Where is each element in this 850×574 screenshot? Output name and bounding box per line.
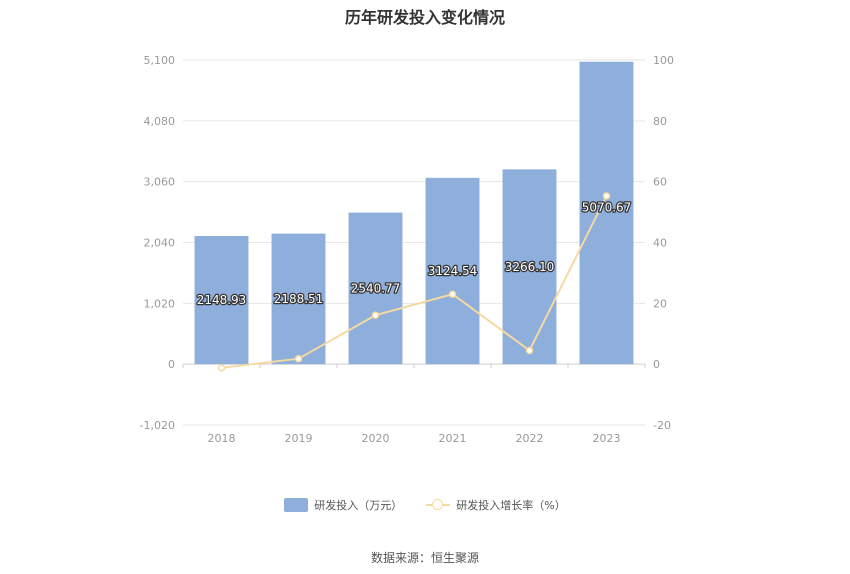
- x-tick-label: 2019: [285, 432, 313, 445]
- legend-bar-swatch: [284, 498, 309, 512]
- x-tick-label: 2018: [208, 432, 236, 445]
- y-left-tick-label: 4,080: [144, 115, 176, 128]
- y-left-tick-label: -1,020: [140, 419, 175, 432]
- growth-point: [525, 346, 534, 355]
- x-tick-label: 2022: [516, 432, 544, 445]
- bar-value-label: 3266.10: [505, 260, 555, 274]
- x-tick-label: 2021: [439, 432, 467, 445]
- y-right-tick-label: 100: [653, 54, 674, 67]
- bar: [348, 212, 403, 365]
- legend: 研发投入（万元） 研发投入增长率（%）: [0, 497, 850, 513]
- bar-value-label: 5070.67: [582, 201, 632, 215]
- y-left-tick-label: 2,040: [144, 237, 176, 250]
- growth-point: [371, 311, 380, 319]
- growth-line: [221, 195, 608, 369]
- legend-line-label: 研发投入增长率（%）: [456, 499, 566, 512]
- bar: [502, 169, 557, 365]
- bar: [271, 233, 326, 365]
- legend-line-swatch: [426, 498, 451, 512]
- bar-value-label: 2148.93: [197, 293, 247, 307]
- y-left-tick-label: 0: [168, 358, 175, 371]
- y-left-tick-label: 1,020: [144, 297, 176, 310]
- legend-item-bar[interactable]: 研发投入（万元）: [284, 497, 402, 513]
- y-right-tick-label: 40: [653, 237, 667, 250]
- legend-item-line[interactable]: 研发投入增长率（%）: [426, 497, 566, 513]
- x-tick-label: 2023: [593, 432, 621, 445]
- y-right-tick-label: 60: [653, 176, 667, 189]
- growth-point: [448, 290, 457, 298]
- bar: [579, 61, 634, 365]
- y-right-tick-label: 0: [653, 358, 660, 371]
- bar-value-label: 2188.51: [274, 292, 324, 306]
- y-right-tick-label: 20: [653, 297, 667, 310]
- bar-value-label: 3124.54: [428, 264, 478, 278]
- bar-value-label: 2540.77: [351, 281, 401, 295]
- growth-point: [294, 354, 303, 363]
- source-note: 数据来源：恒生聚源: [370, 551, 479, 565]
- y-left-tick-label: 5,100: [144, 54, 176, 67]
- y-left-tick-label: 3,060: [144, 176, 176, 189]
- bar: [425, 177, 480, 365]
- legend-bar-label: 研发投入（万元）: [314, 499, 403, 512]
- growth-point: [602, 192, 611, 200]
- y-right-tick-label: 80: [653, 115, 667, 128]
- y-right-tick-label: -20: [653, 419, 671, 432]
- bar: [194, 236, 249, 365]
- growth-point: [217, 364, 226, 372]
- chart-title: 历年研发投入变化情况: [344, 8, 505, 27]
- x-tick-label: 2020: [362, 432, 390, 445]
